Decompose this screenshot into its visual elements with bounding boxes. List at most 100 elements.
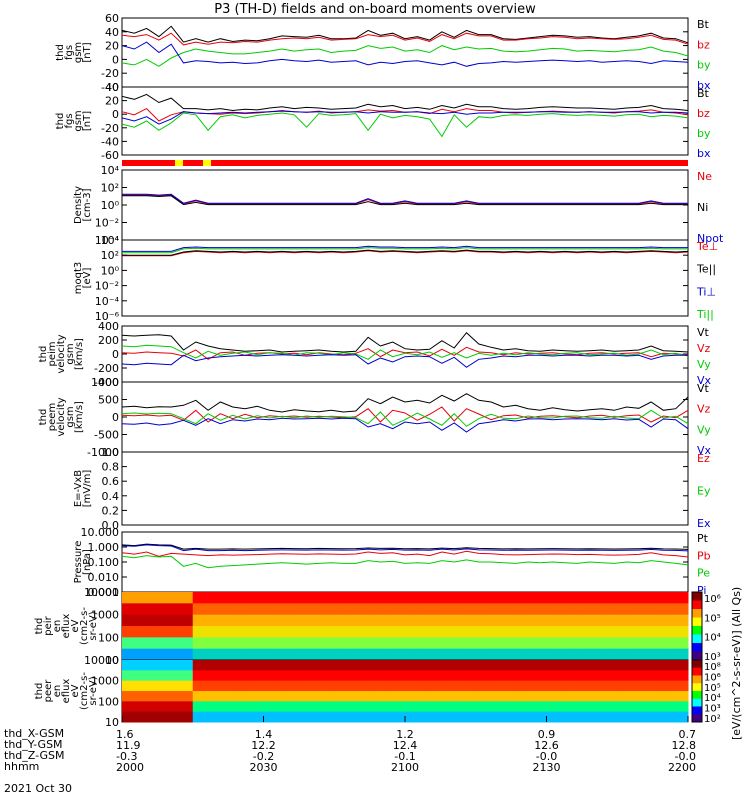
panel-9-spectrogram-cell xyxy=(253,711,264,723)
z-gsm-value: -0.2 xyxy=(253,750,274,763)
panel-8-spectrogram-cell xyxy=(566,592,578,604)
panel-8-spectrogram-cell xyxy=(233,592,244,604)
panel-9-spectrogram-cell xyxy=(677,680,689,692)
panel-9-spectrogram-cell xyxy=(576,711,588,723)
panel-7-ytick-label: 10.000 xyxy=(81,526,120,539)
panel-8-spectrogram-cell xyxy=(263,637,275,650)
panel-8-spectrogram-cell xyxy=(394,603,406,616)
panel-8-spectrogram-cell xyxy=(485,603,497,616)
panel-5-ylabel: velocity xyxy=(56,397,67,436)
panel-9-spectrogram-cell xyxy=(526,660,537,671)
panel-9-spectrogram-cell xyxy=(233,660,244,671)
panel-8-ylabel: en xyxy=(52,620,63,633)
panel-9-spectrogram-cell xyxy=(384,680,396,692)
panel-0-ytick-label: -40 xyxy=(101,81,119,94)
panel-8-spectrogram-cell xyxy=(324,648,335,661)
panel-8-spectrogram-cell xyxy=(202,603,214,616)
panel-8-colorbar-tick: 10⁴ xyxy=(704,633,721,644)
panel-9-spectrogram-cell xyxy=(263,680,275,692)
panel-9-spectrogram-cell xyxy=(405,691,416,702)
hhmm-value: 2200 xyxy=(668,761,696,774)
panel-9-spectrogram-cell xyxy=(384,711,396,723)
panel-8-spectrogram-cell xyxy=(162,637,174,650)
panel-9-spectrogram-cell xyxy=(122,680,133,692)
panel-9-spectrogram-cell xyxy=(586,701,598,713)
panel-9-spectrogram-cell xyxy=(344,660,355,671)
panel-9-spectrogram-cell xyxy=(263,660,275,671)
panel-9-spectrogram-cell xyxy=(293,660,305,671)
panel-5-ylabel: thd xyxy=(38,409,49,426)
panel-8-spectrogram-cell xyxy=(415,648,426,661)
panel-9-spectrogram-cell xyxy=(647,680,659,692)
panel-8-spectrogram-cell xyxy=(566,637,578,650)
panel-8-spectrogram-cell xyxy=(303,626,315,638)
panel-8-spectrogram-cell xyxy=(384,637,396,650)
mode-bar xyxy=(122,160,688,166)
panel-5-ylabel: [km/s] xyxy=(74,401,85,433)
panel-9-spectrogram-cell xyxy=(465,680,477,692)
panel-8-spectrogram-cell xyxy=(485,614,497,627)
panel-9-spectrogram-cell xyxy=(122,701,133,713)
panel-9-spectrogram-cell xyxy=(597,711,608,723)
panel-8-spectrogram-cell xyxy=(576,637,588,650)
panel-9-spectrogram-cell xyxy=(617,711,628,723)
panel-8-spectrogram-cell xyxy=(516,637,527,650)
panel-8-colorbar-tick: 10³ xyxy=(704,652,721,663)
panel-8-spectrogram-cell xyxy=(273,637,285,650)
panel-1-legend-bz: bz xyxy=(697,107,710,120)
panel-8-spectrogram-cell xyxy=(647,614,659,627)
panel-9-spectrogram-cell xyxy=(202,660,214,671)
panel-9-spectrogram-cell xyxy=(273,660,285,671)
panel-9-spectrogram-cell xyxy=(283,670,295,682)
panel-8-spectrogram-cell xyxy=(465,614,477,627)
panel-9-spectrogram-cell xyxy=(374,680,386,692)
panel-8-spectrogram-cell xyxy=(586,626,598,638)
panel-9-spectrogram-cell xyxy=(334,660,345,671)
panel-8-spectrogram-cell xyxy=(344,603,355,616)
panel-9-spectrogram-cell xyxy=(597,701,608,713)
panel-8-spectrogram-cell xyxy=(344,648,355,661)
panel-9-ylabel: sr-eV) xyxy=(88,676,99,705)
panel-9-spectrogram-cell xyxy=(182,660,194,671)
panel-9-spectrogram-cell xyxy=(202,711,214,723)
panel-9-spectrogram-cell xyxy=(354,680,366,692)
panel-8-spectrogram-cell xyxy=(637,592,649,604)
panel-6-frame xyxy=(121,451,689,526)
panel-3-legend-Te⊥: Te⊥ xyxy=(696,240,718,253)
panel-8-spectrogram-cell xyxy=(152,614,163,627)
panel-9-spectrogram-cell xyxy=(556,680,568,692)
panel-4-ylabel: gsm xyxy=(65,343,76,364)
panel-8-spectrogram-cell xyxy=(162,603,174,616)
panel-9-spectrogram-cell xyxy=(384,670,396,682)
panel-9-spectrogram-cell xyxy=(212,670,224,682)
panel-9-spectrogram-cell xyxy=(607,680,618,692)
panel-9-spectrogram-cell xyxy=(303,670,315,682)
panel-9-spectrogram-cell xyxy=(566,660,578,671)
panel-1-ylabel: thd xyxy=(55,113,66,130)
panel-9-spectrogram-cell xyxy=(142,711,153,723)
panel-9-spectrogram-cell xyxy=(192,701,204,713)
panel-9-spectrogram-cell xyxy=(475,670,487,682)
panel-9-spectrogram-cell xyxy=(303,691,315,702)
panel-8-spectrogram-cell xyxy=(374,592,386,604)
panel-9-spectrogram-cell xyxy=(465,691,477,702)
panel-9-ylabel: en xyxy=(52,685,63,698)
panel-8-spectrogram-cell xyxy=(132,637,143,650)
panel-9-spectrogram-cell xyxy=(415,670,426,682)
panel-9-spectrogram-cell xyxy=(455,680,467,692)
panel-9-spectrogram-cell xyxy=(586,670,598,682)
panel-9-spectrogram-cell xyxy=(314,670,325,682)
panel-9-spectrogram-cell xyxy=(475,660,487,671)
panel-9-spectrogram-cell xyxy=(617,680,628,692)
panel-8-spectrogram-cell xyxy=(566,626,578,638)
panel-0-legend-bx: bx xyxy=(697,79,711,92)
panel-8-spectrogram-cell xyxy=(172,614,184,627)
panel-9-spectrogram-cell xyxy=(627,680,638,692)
panel-5-legend-Vz: Vz xyxy=(697,403,711,416)
panel-9-spectrogram-cell xyxy=(263,701,275,713)
panel-8-spectrogram-cell xyxy=(475,603,487,616)
panel-9-spectrogram-cell xyxy=(485,660,497,671)
panel-8-spectrogram-cell xyxy=(364,648,376,661)
panel-9-spectrogram-cell xyxy=(627,701,638,713)
panel-8-spectrogram-cell xyxy=(324,626,335,638)
